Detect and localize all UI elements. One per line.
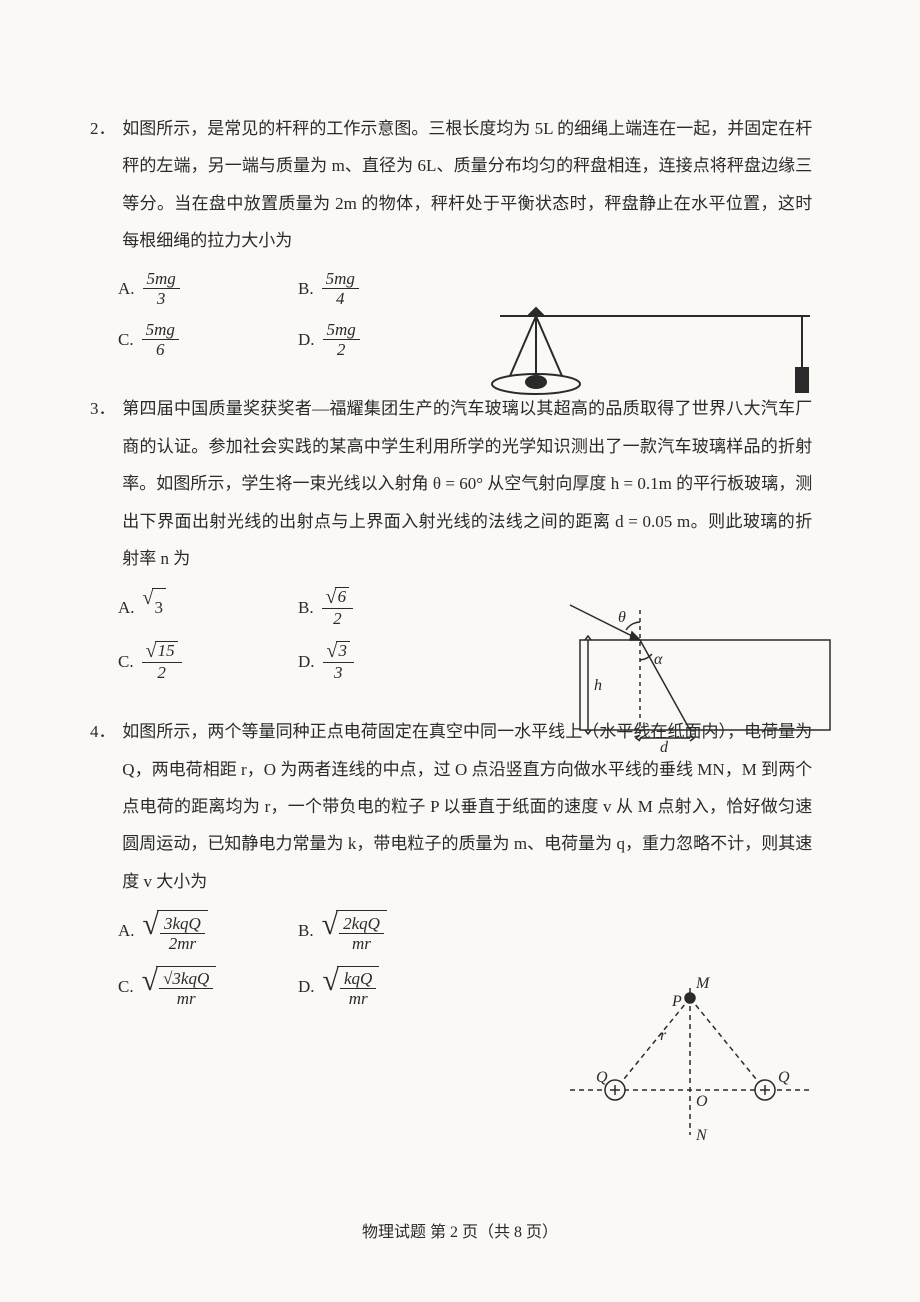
answer-2d: D. 5mg2	[298, 321, 478, 358]
exam-page: 2． 如图所示，是常见的杆秤的工作示意图。三根长度均为 5L 的细绳上端连在一起…	[0, 0, 920, 1302]
steelyard-figure	[470, 298, 830, 418]
svg-text:Q: Q	[778, 1069, 790, 1086]
answer-3d: D. √33	[298, 641, 478, 681]
answer-4d: D. √kqQmr	[298, 966, 478, 1008]
answer-4b: B. √2kqQmr	[298, 910, 478, 952]
question-number: 4．	[90, 713, 118, 750]
answer-3a: A. √3	[118, 588, 298, 626]
svg-text:Q: Q	[596, 1069, 608, 1086]
svg-text:d: d	[660, 739, 669, 756]
question-text: 如图所示，是常见的杆秤的工作示意图。三根长度均为 5L 的细绳上端连在一起，并固…	[122, 110, 812, 260]
charges-figure: M P r Q Q O N	[560, 970, 820, 1150]
svg-text:θ: θ	[618, 609, 626, 626]
svg-text:N: N	[695, 1127, 708, 1144]
svg-text:h: h	[594, 677, 602, 694]
question-text: 第四届中国质量奖获奖者—福耀集团生产的汽车玻璃以其超高的品质取得了世界八大汽车厂…	[122, 390, 812, 577]
page-footer: 物理试题 第 2 页（共 8 页）	[0, 1218, 920, 1242]
answer-2b: B. 5mg4	[298, 270, 478, 307]
answer-4a: A. √3kqQ2mr	[118, 910, 298, 952]
svg-text:O: O	[696, 1093, 708, 1110]
svg-text:M: M	[695, 975, 711, 992]
answer-4c: C. √√3kqQmr	[118, 966, 298, 1008]
question-number: 2．	[90, 110, 118, 147]
answer-3b: B. √62	[298, 587, 478, 627]
answer-3c: C. √152	[118, 641, 298, 681]
answer-2c: C. 5mg6	[118, 321, 298, 358]
refraction-figure: θ α h d	[540, 600, 840, 760]
svg-text:r: r	[660, 1027, 667, 1044]
svg-text:α: α	[654, 651, 663, 668]
question-number: 3．	[90, 390, 118, 427]
svg-text:P: P	[671, 993, 682, 1010]
answer-2a: A. 5mg3	[118, 270, 298, 307]
